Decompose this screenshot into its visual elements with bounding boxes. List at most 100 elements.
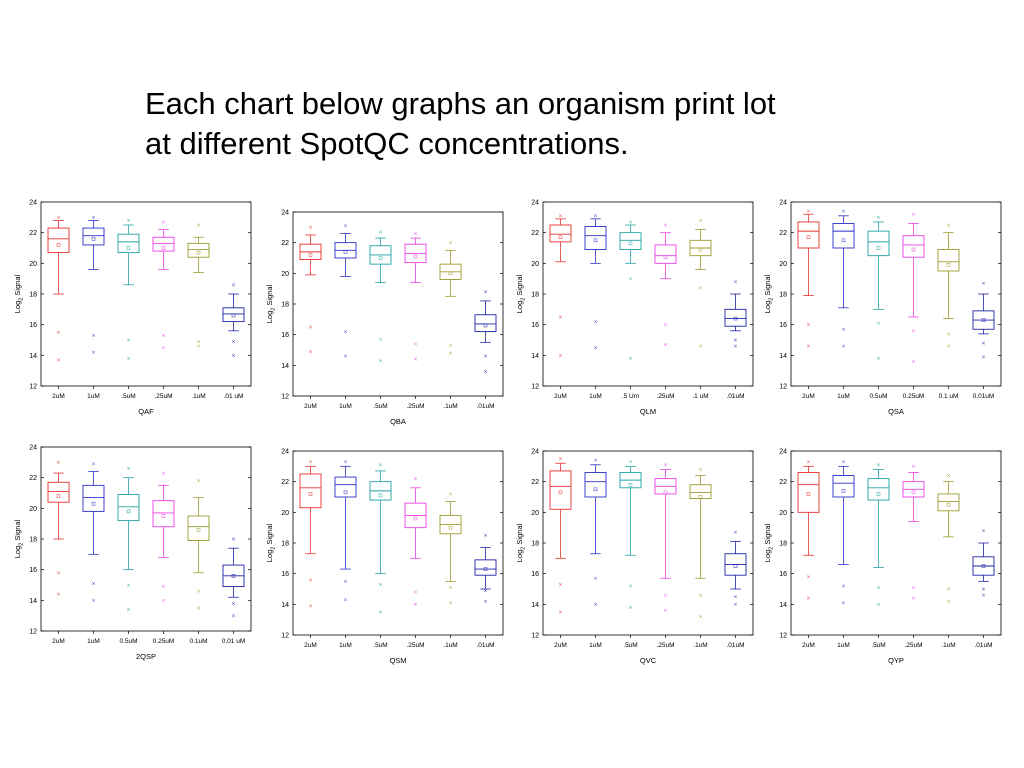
mean-marker: [628, 241, 633, 246]
outlier-marker: [876, 356, 881, 360]
x-category-label: .01uM: [476, 403, 494, 410]
outlier-marker: [483, 599, 488, 603]
outlier-marker: [663, 463, 668, 467]
outlier-marker: [161, 584, 166, 589]
mean-marker: [558, 490, 563, 495]
outlier-marker: [911, 359, 916, 364]
box-iqr: [152, 500, 175, 528]
outlier-marker: [56, 330, 61, 334]
y-tick-label: 24: [779, 449, 787, 456]
outlier-marker: [981, 593, 986, 597]
chart-name-label: QLM: [640, 407, 656, 416]
outlier-marker: [663, 223, 668, 227]
mean-marker: [876, 246, 881, 250]
y-axis-label-base: Log: [13, 301, 22, 314]
y-axis-label-subscript: 2: [271, 547, 277, 550]
mean-marker: [733, 316, 738, 321]
box-iqr: [654, 244, 677, 264]
outlier-marker: [663, 608, 668, 613]
outlier-marker: [876, 321, 881, 325]
x-category-label: 0.1 uM: [939, 393, 959, 400]
mean-marker: [981, 318, 986, 322]
y-tick-label: 18: [779, 292, 787, 299]
outlier-marker: [946, 344, 951, 348]
y-tick-label: 20: [779, 261, 787, 268]
y-axis-label-subscript: 2: [271, 308, 277, 311]
outlier-marker: [841, 209, 846, 213]
y-axis-label: Log2 Signal: [763, 274, 775, 313]
outlier-marker: [196, 589, 201, 593]
mean-marker: [483, 323, 488, 328]
outlier-marker: [806, 323, 811, 327]
mean-marker: [56, 494, 61, 498]
boxplot-svg: 12 14 16 18 20 22 24 Log2 Signal 2uM 1uM .5uM .25uM…: [265, 210, 504, 426]
outlier-marker: [841, 584, 846, 588]
outlier-marker: [841, 601, 846, 605]
outlier-marker: [343, 598, 348, 602]
boxplot-svg: 12 14 16 18 20 22 24 Log2 Signal 2uM 1uM .5uM .25uM…: [763, 449, 1002, 665]
box-iqr: [117, 494, 140, 522]
y-tick-label: 16: [531, 322, 539, 329]
mean-marker: [593, 238, 598, 243]
outlier-marker: [911, 596, 916, 600]
outlier-marker: [448, 492, 453, 496]
outlier-marker: [91, 581, 96, 586]
outlier-marker: [378, 610, 383, 614]
outlier-marker: [91, 598, 96, 602]
outlier-marker: [56, 358, 61, 362]
x-category-label: .1 uM: [692, 393, 708, 400]
outlier-marker: [806, 575, 811, 579]
y-tick-label: 14: [29, 598, 37, 605]
y-axis-label-subscript: 2: [769, 298, 775, 301]
outlier-marker: [911, 464, 916, 468]
x-category-label: 0.25uM: [153, 638, 175, 645]
y-axis-label-word: Signal: [13, 519, 22, 542]
mean-marker: [663, 490, 668, 495]
x-category-label: .1uM: [941, 642, 955, 649]
y-tick-label: 14: [779, 602, 787, 609]
plot-frame: [40, 446, 252, 632]
outlier-marker: [91, 462, 96, 466]
box-iqr: [584, 472, 607, 498]
y-axis-label-word: Signal: [13, 274, 22, 297]
box-iqr: [222, 307, 245, 323]
chart-qba: 12 14 16 18 20 22 24 Log2 Signal 2uM 1uM .5uM .25uM…: [260, 206, 510, 431]
outlier-marker: [161, 471, 166, 475]
outlier-marker: [126, 607, 131, 612]
outlier-marker: [378, 463, 383, 467]
x-category-label: .25uM: [904, 642, 922, 649]
x-category-label: 0.01 uM: [222, 638, 246, 645]
y-tick-label: 22: [29, 230, 37, 237]
title-line-1: Each chart below graphs an organism prin…: [145, 86, 776, 121]
slide-title: Each chart below graphs an organism prin…: [145, 84, 905, 164]
outlier-marker: [628, 584, 633, 588]
outlier-marker: [981, 281, 986, 285]
y-tick-label: 12: [281, 633, 289, 640]
outlier-marker: [663, 323, 668, 327]
outlier-marker: [448, 343, 453, 347]
box-iqr: [724, 308, 747, 327]
outlier-marker: [698, 344, 703, 348]
box-iqr: [82, 227, 105, 246]
box-iqr: [47, 481, 70, 503]
outlier-marker: [733, 344, 738, 348]
y-axis-label-base: Log: [515, 550, 524, 563]
y-tick-label: 16: [281, 332, 289, 339]
y-tick-label: 18: [281, 302, 289, 309]
y-axis-label: Log2 Signal: [515, 523, 527, 562]
boxplot-svg: 12 14 16 18 20 22 24 Log2 Signal 2uM 1uM .5uM .25uM…: [13, 200, 252, 416]
mean-marker: [231, 574, 236, 578]
outlier-marker: [161, 333, 166, 337]
outlier-marker: [558, 353, 563, 357]
y-tick-label: 16: [281, 571, 289, 578]
y-tick-label: 20: [29, 261, 37, 268]
mean-marker: [196, 528, 201, 532]
mean-marker: [946, 263, 951, 267]
outlier-marker: [698, 286, 703, 290]
outlier-marker: [231, 353, 236, 357]
outlier-marker: [628, 460, 633, 464]
chart-name-label: QSA: [888, 407, 904, 416]
outlier-marker: [343, 579, 348, 583]
y-tick-label: 14: [779, 353, 787, 360]
outlier-marker: [231, 614, 236, 618]
